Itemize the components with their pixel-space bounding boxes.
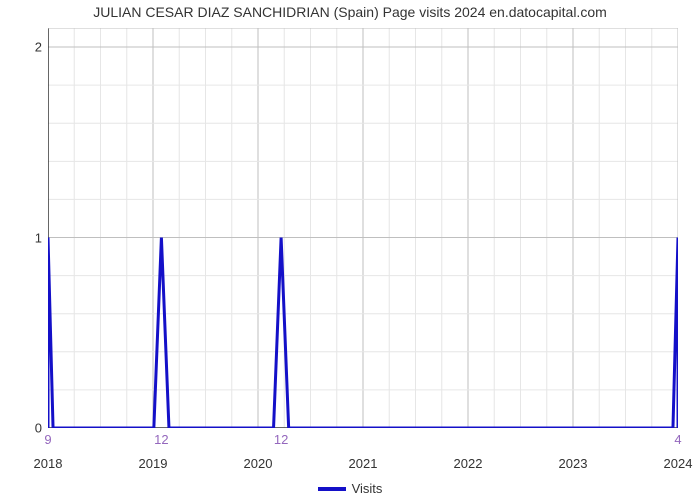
plot-area: 2018201920202021202220232024012912124 xyxy=(48,28,678,428)
spike-value-label: 9 xyxy=(44,428,51,447)
legend-label: Visits xyxy=(352,481,383,496)
x-tick-label: 2022 xyxy=(454,450,483,471)
y-tick-label: 1 xyxy=(35,230,48,245)
x-tick-label: 2019 xyxy=(139,450,168,471)
chart-container: JULIAN CESAR DIAZ SANCHIDRIAN (Spain) Pa… xyxy=(0,0,700,500)
x-tick-label: 2020 xyxy=(244,450,273,471)
x-tick-label: 2023 xyxy=(559,450,588,471)
plot-svg xyxy=(48,28,678,428)
x-tick-label: 2024 xyxy=(664,450,693,471)
spike-value-label: 12 xyxy=(154,428,168,447)
chart-title: JULIAN CESAR DIAZ SANCHIDRIAN (Spain) Pa… xyxy=(0,4,700,20)
spike-value-label: 12 xyxy=(274,428,288,447)
x-tick-label: 2018 xyxy=(34,450,63,471)
y-tick-label: 2 xyxy=(35,40,48,55)
legend: Visits xyxy=(0,481,700,496)
x-tick-label: 2021 xyxy=(349,450,378,471)
legend-swatch xyxy=(318,487,346,491)
spike-value-label: 4 xyxy=(674,428,681,447)
